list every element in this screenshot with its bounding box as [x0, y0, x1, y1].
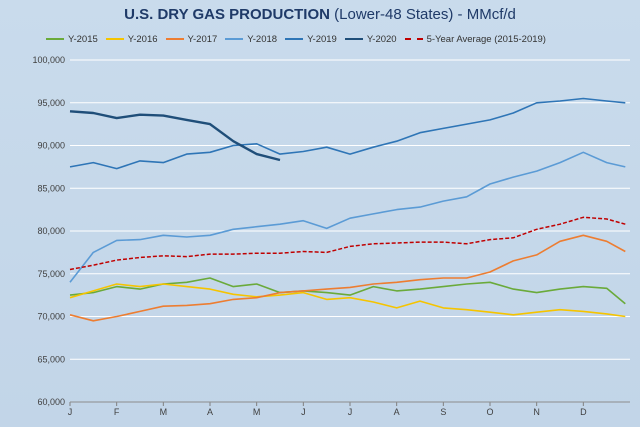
y-tick-label: 90,000: [37, 141, 65, 151]
legend-item: Y-2018: [225, 31, 277, 47]
legend-item: Y-2016: [105, 31, 158, 47]
legend-swatch: [344, 38, 363, 40]
legend-label: Y-2016: [127, 33, 158, 45]
y-tick-label: 95,000: [37, 98, 65, 108]
chart-title-main: U.S. DRY GAS PRODUCTION: [124, 6, 330, 23]
legend-label: Y-2019: [307, 33, 337, 45]
x-tick-label: J: [348, 407, 353, 417]
chart-title: U.S. DRY GAS PRODUCTION (Lower-48 States…: [0, 6, 640, 23]
legend-item: Y-2020: [344, 31, 397, 47]
x-tick-label: S: [440, 407, 446, 417]
legend: Y-2015 Y-2016 Y-2017 Y-2018 Y-2019 Y-2020 5-Ye…: [46, 31, 640, 47]
x-tick-label: M: [253, 407, 261, 417]
legend-swatch: [165, 38, 184, 40]
y-tick-label: 65,000: [37, 354, 65, 364]
legend-label: Y-2017: [187, 33, 218, 45]
x-tick-label: J: [301, 407, 306, 417]
legend-label: Y-2020: [366, 33, 397, 45]
y-tick-label: 60,000: [37, 397, 65, 407]
legend-swatch: [404, 38, 423, 40]
legend-label: Y-2015: [68, 33, 98, 45]
x-tick-label: N: [533, 407, 540, 417]
x-tick-label: D: [580, 407, 587, 417]
y-tick-label: 100,000: [32, 55, 65, 65]
legend-item: Y-2019: [285, 31, 337, 47]
x-tick-label: A: [394, 407, 400, 417]
series-line-2: [69, 234, 626, 322]
x-tick-label: J: [68, 407, 73, 417]
series-line-1: [69, 283, 626, 318]
x-tick-label: O: [486, 407, 493, 417]
chart-title-suffix: (Lower-48 States) - MMcf/d: [334, 6, 516, 23]
series-line-0: [69, 277, 626, 305]
series-line-6: [69, 216, 626, 271]
legend-label: Y-2018: [247, 33, 278, 45]
legend-item: Y-2017: [165, 31, 218, 47]
series-line-5: [69, 110, 281, 162]
legend-swatch: [46, 38, 64, 40]
series-line-3: [69, 151, 626, 283]
legend-item: 5-Year Average (2015-2019): [404, 31, 546, 47]
legend-swatch: [225, 38, 244, 40]
legend-swatch: [105, 38, 124, 40]
x-tick-label: M: [160, 407, 168, 417]
y-tick-label: 80,000: [37, 226, 65, 236]
legend-label: 5-Year Average (2015-2019): [426, 33, 546, 45]
series-line-4: [69, 97, 626, 170]
y-tick-label: 85,000: [37, 183, 65, 193]
y-tick-label: 70,000: [37, 312, 65, 322]
legend-swatch: [285, 38, 304, 40]
legend-item: Y-2015: [46, 31, 98, 47]
x-tick-label: A: [207, 407, 213, 417]
y-tick-label: 75,000: [37, 269, 65, 279]
x-tick-label: F: [114, 407, 120, 417]
